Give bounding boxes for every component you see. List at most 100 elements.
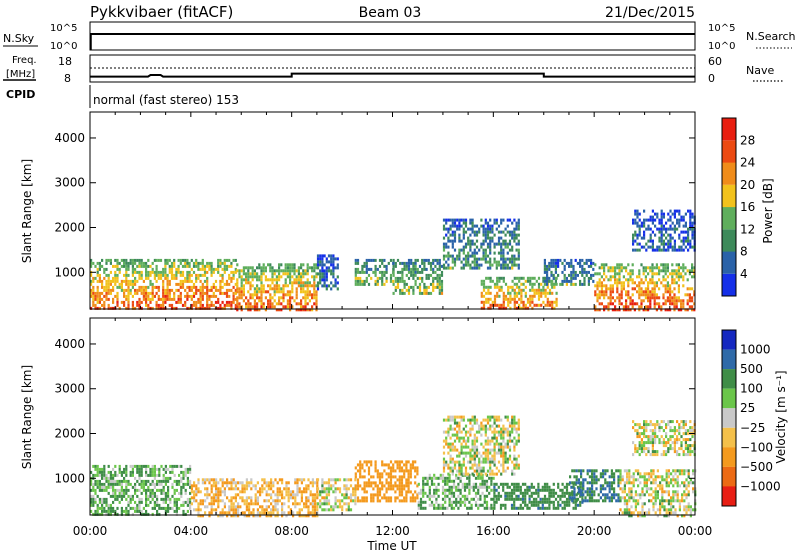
- heatmap-cell: [610, 475, 613, 479]
- heatmap-cell: [411, 466, 415, 470]
- heatmap-cell: [468, 491, 471, 495]
- heatmap-cell: [105, 497, 108, 501]
- heatmap-cell: [640, 245, 643, 249]
- heatmap-cell: [622, 308, 625, 312]
- heatmap-cell: [442, 227, 446, 231]
- heatmap-cell: [480, 460, 483, 464]
- heatmap-cell: [396, 276, 400, 280]
- heatmap-cell: [603, 269, 606, 273]
- heatmap-cell: [158, 488, 161, 492]
- heatmap-cell: [131, 267, 134, 271]
- heatmap-cell: [149, 282, 152, 286]
- heatmap-cell: [354, 273, 357, 277]
- heatmap-cell: [606, 496, 609, 500]
- heatmap-cell: [440, 282, 444, 286]
- heatmap-cell: [179, 282, 182, 286]
- heatmap-cell: [537, 291, 541, 295]
- heatmap-cell: [259, 490, 262, 494]
- heatmap-cell: [598, 308, 601, 312]
- heatmap-cell: [127, 494, 130, 498]
- heatmap-cell: [98, 291, 101, 295]
- heatmap-cell: [263, 499, 266, 503]
- heatmap-cell: [651, 221, 654, 225]
- heatmap-cell: [254, 514, 257, 518]
- heatmap-cell: [260, 287, 263, 291]
- heatmap-cell: [500, 276, 503, 280]
- heatmap-cell: [208, 264, 211, 268]
- heatmap-cell: [201, 502, 204, 506]
- heatmap-cell: [458, 439, 461, 443]
- heatmap-cell: [256, 508, 259, 512]
- heatmap-cell: [394, 460, 397, 464]
- heatmap-cell: [602, 469, 605, 473]
- heatmap-cell: [457, 482, 460, 486]
- heatmap-cell: [334, 502, 337, 506]
- heatmap-cell: [561, 491, 564, 495]
- heatmap-cell: [223, 261, 226, 265]
- heatmap-cell: [664, 269, 667, 273]
- heatmap-cell: [151, 282, 154, 286]
- heatmap-cell: [294, 502, 297, 506]
- heatmap-cell: [513, 488, 516, 492]
- heatmap-cell: [195, 493, 198, 497]
- heatmap-cell: [302, 308, 305, 312]
- heatmap-cell: [314, 505, 317, 509]
- heatmap-cell: [493, 294, 497, 298]
- heatmap-cell: [507, 285, 510, 289]
- heatmap-cell: [502, 239, 505, 243]
- heatmap-cell: [275, 302, 278, 306]
- heatmap-cell: [219, 490, 222, 494]
- heatmap-cell: [500, 448, 503, 452]
- heatmap-cell: [460, 469, 463, 473]
- heatmap-cell: [256, 502, 259, 506]
- heatmap-cell: [274, 508, 277, 512]
- heatmap-cell: [316, 514, 319, 518]
- heatmap-cell: [627, 293, 630, 297]
- heatmap-cell: [223, 505, 226, 509]
- heatmap-cell: [125, 288, 128, 292]
- heatmap-cell: [151, 297, 154, 301]
- heatmap-cell: [682, 242, 685, 246]
- heatmap-cell: [270, 511, 273, 515]
- heatmap-cell: [155, 306, 158, 310]
- heatmap-cell: [239, 481, 242, 485]
- heatmap-cell: [295, 287, 298, 291]
- heatmap-cell: [286, 290, 289, 294]
- heatmap-cell: [631, 269, 634, 273]
- heatmap-cell: [543, 270, 546, 274]
- heatmap-cell: [617, 478, 620, 482]
- heatmap-cell: [459, 491, 462, 495]
- heatmap-cell: [647, 224, 650, 228]
- heatmap-cell: [189, 467, 192, 471]
- heatmap-cell: [389, 469, 393, 473]
- heatmap-cell: [418, 291, 422, 295]
- heatmap-cell: [286, 275, 289, 279]
- heatmap-cell: [513, 463, 516, 467]
- heatmap-cell: [570, 282, 573, 286]
- heatmap-cell: [136, 288, 139, 292]
- heatmap-cell: [442, 463, 446, 467]
- heatmap-cell: [138, 473, 141, 477]
- heatmap-cell: [127, 261, 130, 265]
- heatmap-cell: [192, 291, 196, 295]
- heatmap-cell: [532, 485, 536, 489]
- heatmap-cell: [90, 282, 93, 286]
- heatmap-cell: [474, 485, 478, 489]
- heatmap-cell: [385, 496, 388, 500]
- heatmap-cell: [458, 460, 461, 464]
- heatmap-cell: [439, 473, 442, 477]
- heatmap-cell: [232, 502, 235, 506]
- heatmap-cell: [208, 267, 211, 271]
- heatmap-cell: [234, 291, 237, 295]
- heatmap-cell: [203, 264, 207, 268]
- heatmap-cell: [607, 305, 610, 309]
- heatmap-cell: [520, 276, 523, 280]
- heatmap-cell: [171, 494, 174, 498]
- heatmap-cell: [490, 497, 493, 501]
- heatmap-cell: [495, 424, 498, 428]
- heatmap-cell: [354, 282, 357, 286]
- heatmap-cell: [645, 218, 648, 222]
- heatmap-cell: [327, 266, 331, 270]
- heatmap-cell: [285, 493, 288, 497]
- heatmap-cell: [666, 296, 669, 300]
